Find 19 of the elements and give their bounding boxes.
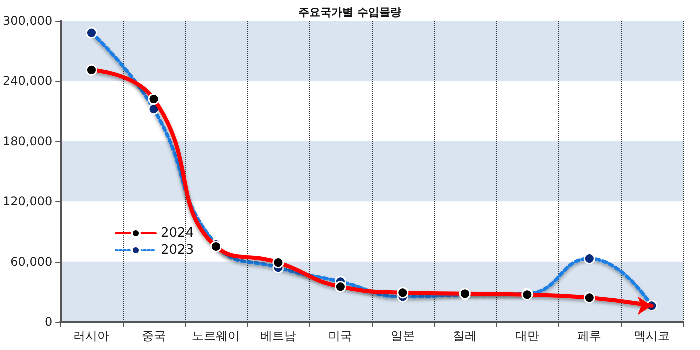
y-tick-label: 300,000 — [3, 14, 53, 28]
x-tick-label: 대만 — [515, 329, 540, 343]
x-tick-label: 미국 — [328, 329, 353, 343]
y-tick-label: 120,000 — [3, 194, 53, 209]
x-tick-label: 러시아 — [74, 329, 110, 343]
y-tick-label: 0 — [44, 315, 53, 329]
x-tick-label: 페루 — [578, 329, 602, 343]
legend-label: 2023 — [161, 243, 194, 258]
x-tick-label: 노르웨이 — [192, 329, 240, 343]
x-tick-label: 베트남 — [260, 329, 296, 343]
x-tick-label: 일본 — [390, 329, 415, 343]
x-tick-label: 칠레 — [453, 329, 478, 343]
y-tick-label: 60,000 — [10, 254, 53, 269]
y-tick-label: 180,000 — [3, 134, 53, 148]
y-tick-label: 240,000 — [3, 74, 53, 88]
x-tick-label: 멕시코 — [634, 329, 670, 343]
legend-label: 2024 — [161, 226, 194, 241]
chart-title: 주요국가별 수입물량 — [298, 6, 402, 19]
x-tick-label: 중국 — [142, 329, 166, 343]
